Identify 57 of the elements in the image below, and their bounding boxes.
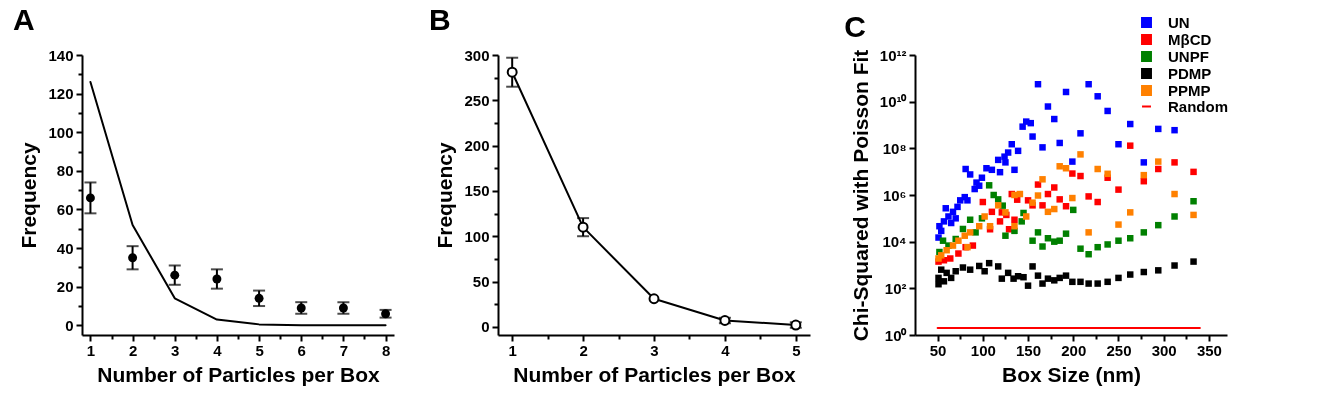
y-tick-label: 10² (884, 279, 907, 297)
y-tick-label: 50 (472, 273, 490, 291)
y-tick-label: 0 (481, 318, 490, 336)
x-axis-title: Box Size (nm) (1002, 362, 1141, 386)
x-tick-label: 5 (792, 341, 801, 359)
chart-title: A (12, 3, 35, 36)
y-tick-label: 10⁴ (882, 233, 907, 251)
y-axis-title: Frequency (433, 142, 457, 249)
x-tick-label: 350 (1196, 341, 1222, 359)
y-tick-label: 10⁰ (884, 326, 908, 344)
y-tick-label: 120 (48, 85, 74, 103)
y-axis-title: Frequency (17, 142, 41, 249)
x-tick-label: 2 (128, 341, 138, 359)
x-tick-label: 7 (339, 341, 349, 359)
y-tick-label: 100 (464, 227, 490, 245)
x-tick-label: 100 (970, 341, 996, 359)
y-tick-label: 10¹⁰ (879, 93, 908, 111)
x-tick-label: 6 (297, 341, 306, 359)
y-tick-label: 0 (65, 316, 74, 334)
x-tick-label: 200 (1061, 341, 1087, 359)
x-tick-label: 150 (1016, 341, 1042, 359)
x-tick-label: 8 (381, 341, 391, 359)
x-axis-title: Number of Particles per Box (97, 362, 381, 386)
x-axis-title: Number of Particles per Box (513, 362, 797, 386)
y-tick-label: 140 (48, 46, 74, 64)
y-tick-label: 250 (464, 91, 490, 109)
y-axis-title: Chi-Squared with Poisson Fit (848, 49, 872, 342)
y-tick-label: 80 (56, 162, 74, 180)
legend-label: PDMP (1168, 64, 1212, 82)
x-tick-label: 3 (171, 341, 180, 359)
y-tick-label: 60 (56, 200, 74, 218)
x-tick-label: 5 (255, 341, 264, 359)
y-tick-label: 10¹² (879, 46, 907, 64)
legend-label: MβCD (1168, 30, 1212, 48)
chart-title: B (428, 3, 451, 36)
y-tick-label: 100 (48, 123, 74, 141)
legend-label: PPMP (1168, 81, 1211, 99)
legend-label: UNPF (1168, 47, 1209, 65)
x-tick-label: 50 (929, 341, 947, 359)
y-tick-label: 10⁶ (882, 186, 907, 204)
legend-label: Random (1168, 97, 1228, 115)
x-tick-label: 2 (579, 341, 588, 359)
x-tick-label: 4 (721, 341, 731, 359)
x-tick-label: 300 (1151, 341, 1177, 359)
y-tick-label: 200 (464, 137, 490, 155)
x-tick-label: 1 (86, 341, 96, 359)
y-tick-label: 10⁸ (882, 139, 907, 157)
y-tick-label: 20 (56, 278, 74, 296)
y-tick-label: 150 (464, 182, 490, 200)
x-tick-label: 1 (508, 341, 517, 359)
chart-title: C (844, 10, 866, 43)
legend-label: UN (1168, 13, 1190, 31)
y-tick-label: 40 (56, 239, 74, 257)
x-tick-label: 3 (650, 341, 659, 359)
x-tick-label: 250 (1106, 341, 1132, 359)
y-tick-label: 300 (464, 46, 490, 64)
x-tick-label: 4 (213, 341, 223, 359)
